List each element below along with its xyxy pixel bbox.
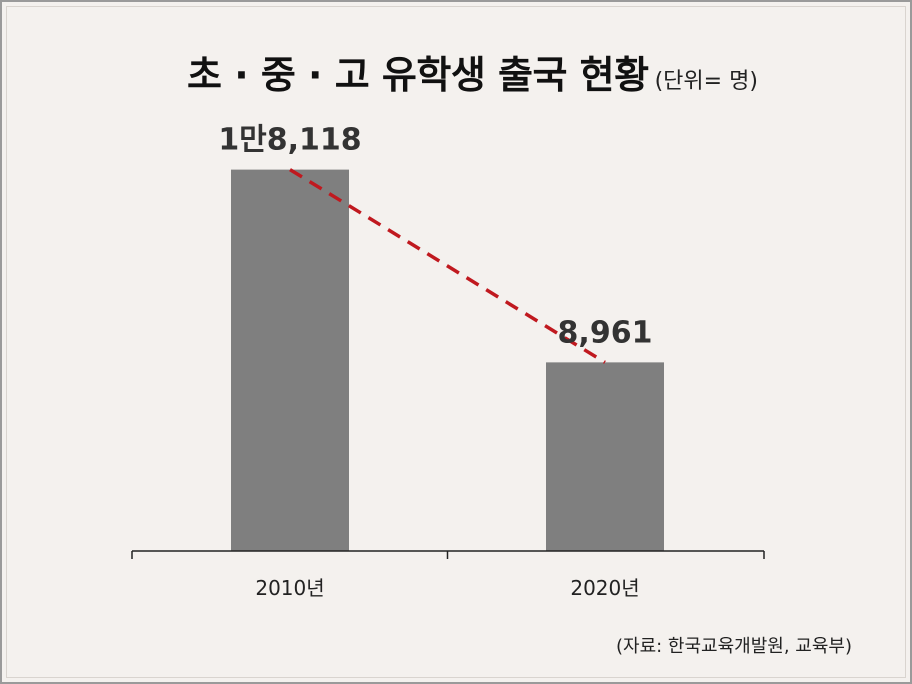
x-tick-label-1: 2010년 (255, 576, 324, 600)
chart-title-text: 초 · 중 · 고 유학생 출국 현황 (187, 53, 649, 97)
data-label-2: 8,961 (558, 315, 653, 350)
data-label-1: 1만8,118 (218, 123, 361, 158)
source-note: (자료: 한국교육개발원, 교육부) (616, 636, 852, 657)
x-tick-label-2: 2020년 (570, 576, 639, 600)
trend-line (289, 168, 606, 364)
bar-1 (231, 169, 349, 552)
chart-title: 초 · 중 · 고 유학생 출국 현황 (단위= 명) (187, 44, 758, 99)
bar-2 (546, 362, 664, 551)
unit-label: (단위= 명) (654, 69, 758, 94)
